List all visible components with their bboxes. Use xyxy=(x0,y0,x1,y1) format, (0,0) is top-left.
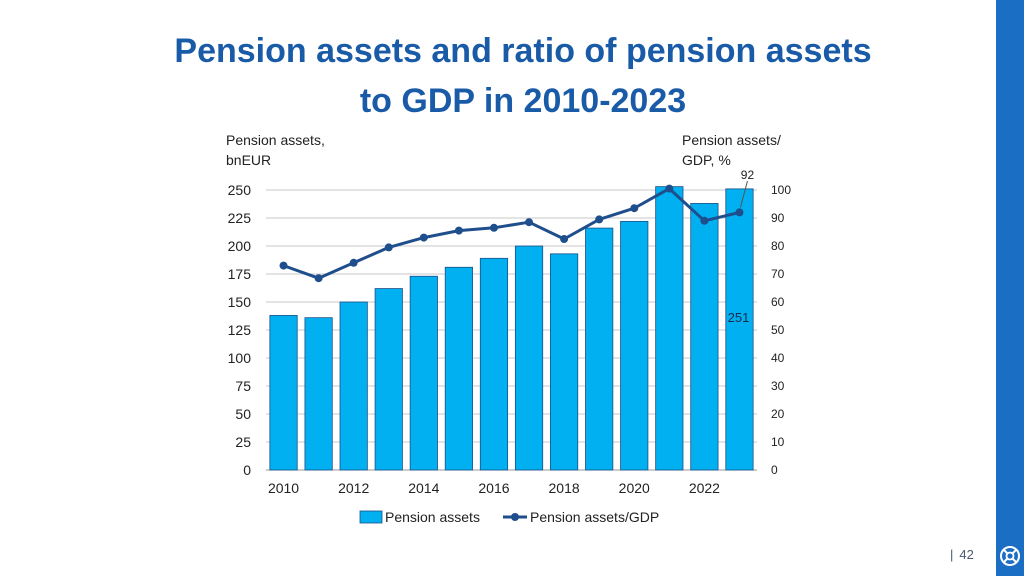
bar xyxy=(339,301,368,471)
ratio-point xyxy=(630,204,639,213)
y-left-tick-label: 200 xyxy=(228,238,252,254)
ratio-point xyxy=(525,218,534,227)
y-right-tick-label: 40 xyxy=(771,351,785,365)
y-left-tick-label: 225 xyxy=(228,210,252,226)
x-tick-label: 2014 xyxy=(408,480,439,496)
left-axis-title-line-1: Pension assets, xyxy=(226,132,325,148)
page-number-value: 42 xyxy=(959,547,974,562)
y-left-tick-label: 0 xyxy=(243,462,251,478)
pension-chart: 0 25 50 75 100 125 150 175 200 225 250 0 10 20 30 40 50 6… xyxy=(228,168,792,525)
y-right-tick-label: 100 xyxy=(771,183,791,197)
data-label-leader xyxy=(739,180,748,208)
right-axis-title-line-2: GDP, % xyxy=(682,152,731,168)
y-right-tick-label: 0 xyxy=(771,463,778,477)
x-tick-label: 2020 xyxy=(619,480,650,496)
slide-title: Pension assets and ratio of pension asse… xyxy=(100,26,946,126)
y-left-tick-label: 25 xyxy=(235,434,251,450)
legend-line-marker xyxy=(511,513,519,521)
bar xyxy=(725,188,754,471)
ratio-point xyxy=(595,215,604,224)
ratio-point xyxy=(665,184,674,193)
bar xyxy=(550,253,579,471)
y-right-tick-label: 20 xyxy=(771,407,785,421)
bar xyxy=(655,186,684,471)
ratio-point xyxy=(349,258,358,267)
y-right-tick-label: 90 xyxy=(771,211,785,225)
bar xyxy=(374,288,403,471)
legend-bar-swatch xyxy=(359,510,383,524)
y-right-tick-label: 30 xyxy=(771,379,785,393)
x-tick-label: 2010 xyxy=(268,480,299,496)
brand-sidebar xyxy=(996,0,1024,576)
y-left-tick-label: 250 xyxy=(228,182,252,198)
bar xyxy=(409,275,438,471)
ratio-point xyxy=(700,216,709,225)
x-tick-label: 2016 xyxy=(478,480,509,496)
x-tick-label: 2012 xyxy=(338,480,369,496)
slide-title-line-2: to GDP in 2010-2023 xyxy=(359,82,687,120)
bar xyxy=(690,203,719,471)
left-axis-title: Pension assets, bnEUR xyxy=(226,130,325,170)
legend-line-label: Pension assets/GDP xyxy=(530,509,659,525)
y-left-tick-label: 50 xyxy=(235,406,251,422)
y-left-tick-label: 175 xyxy=(228,266,252,282)
y-right-tick-label: 70 xyxy=(771,267,785,281)
page-number: | 42 xyxy=(950,547,974,562)
ratio-point xyxy=(384,243,393,252)
bar xyxy=(514,245,544,471)
ratio-point xyxy=(314,274,323,283)
right-axis-title-line-1: Pension assets/ xyxy=(682,132,781,148)
x-tick-label: 2022 xyxy=(689,480,720,496)
bar xyxy=(620,220,649,471)
bar xyxy=(269,315,298,471)
y-left-tick-label: 150 xyxy=(228,294,252,310)
y-left-tick-label: 125 xyxy=(228,322,252,338)
bar xyxy=(479,257,509,471)
ratio-point xyxy=(735,208,744,217)
legend-bar-label: Pension assets xyxy=(385,509,480,525)
ratio-point xyxy=(279,261,288,270)
left-axis-title-line-2: bnEUR xyxy=(226,152,272,168)
right-axis-title: Pension assets/ GDP, % xyxy=(682,130,781,170)
line-data-label: 92 xyxy=(741,168,755,182)
ratio-point xyxy=(489,223,498,232)
lifebuoy-icon xyxy=(996,542,1024,570)
ratio-point xyxy=(560,235,569,243)
bar xyxy=(444,266,473,471)
ratio-series-line xyxy=(283,187,740,280)
y-right-tick-label: 50 xyxy=(771,323,785,337)
slide-title-line-1: Pension assets and ratio of pension asse… xyxy=(174,32,872,70)
y-right-tick-label: 60 xyxy=(771,295,785,309)
bar xyxy=(304,317,333,471)
y-left-tick-label: 75 xyxy=(235,378,251,394)
x-tick-label: 2018 xyxy=(549,480,580,496)
y-left-tick-label: 100 xyxy=(228,350,252,366)
ratio-point xyxy=(454,226,463,235)
y-right-tick-label: 10 xyxy=(771,435,785,449)
bar-data-label: 251 xyxy=(728,310,750,325)
y-right-tick-label: 80 xyxy=(771,239,785,253)
bar xyxy=(585,227,614,471)
ratio-point xyxy=(419,233,428,242)
